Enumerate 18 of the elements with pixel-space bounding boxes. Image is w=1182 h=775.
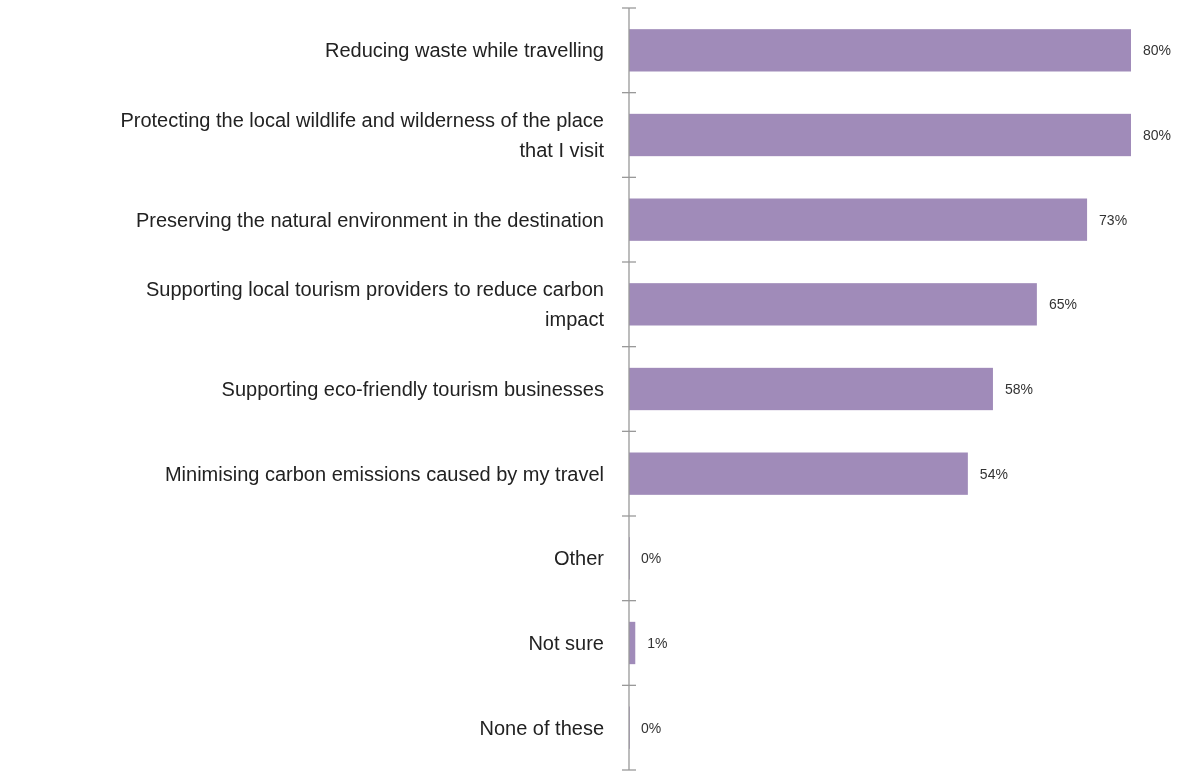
data-label: 54%: [979, 465, 1008, 482]
y-tick-label: Not sure: [528, 632, 604, 654]
data-label: 80%: [1143, 127, 1172, 143]
data-label: 0%: [641, 719, 662, 736]
y-tick-label: None of these: [479, 716, 604, 739]
y-tick-label: Supporting eco-friendly tourism businesses: [221, 378, 604, 400]
data-label: 0%: [641, 550, 662, 567]
y-tick-label: Protecting the local wildlife and wilderness of the place that I visit: [120, 109, 605, 161]
data-label: 58%: [1004, 381, 1033, 397]
y-tick-label: Supporting local tourism providers to reduce carbon impact: [145, 278, 605, 331]
y-tick-label: Preserving the natural environment in the destination: [135, 208, 604, 231]
y-tick-label: Reducing waste while travelling: [324, 39, 604, 62]
y-tick-label: Minimising carbon emissions caused by my travel: [164, 462, 604, 485]
data-label: 65%: [1048, 296, 1077, 313]
data-label: 80%: [1143, 42, 1172, 59]
data-label: 1%: [647, 635, 668, 651]
data-label: 73%: [1099, 211, 1128, 228]
y-tick-label: Other: [553, 547, 605, 570]
